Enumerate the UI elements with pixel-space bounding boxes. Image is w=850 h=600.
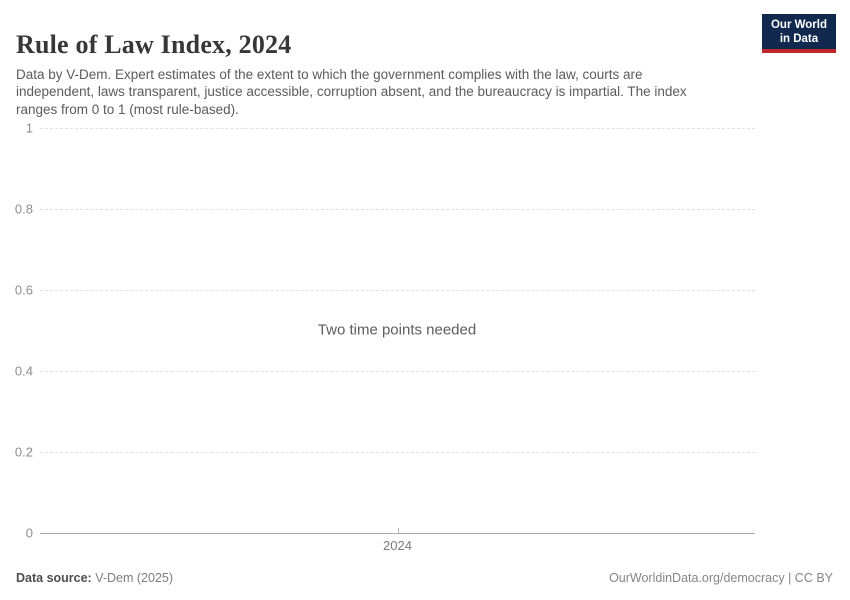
owid-logo-line2: in Data xyxy=(779,32,819,45)
x-axis-line xyxy=(40,532,755,534)
empty-state-message: Two time points needed xyxy=(317,321,477,339)
y-axis-tick-label: 1 xyxy=(25,120,33,135)
y-axis-tick-label: 0.8 xyxy=(14,201,33,216)
owid-logo-line1: Our World xyxy=(770,19,827,31)
y-gridline xyxy=(40,370,755,372)
data-source: Data source: V-Dem (2025) xyxy=(16,571,173,585)
attribution-link[interactable]: OurWorldinData.org/democracy | CC BY xyxy=(609,571,833,585)
y-axis-tick-label: 0.2 xyxy=(14,444,33,459)
x-axis-tick-mark xyxy=(397,527,399,533)
y-gridline xyxy=(40,451,755,453)
y-axis-tick-label: 0.4 xyxy=(14,363,33,378)
y-axis-tick-label: 0.6 xyxy=(14,282,33,297)
y-gridline xyxy=(40,127,755,129)
y-gridline xyxy=(40,289,755,291)
data-source-label: Data source: xyxy=(16,571,92,585)
y-gridline xyxy=(40,208,755,210)
y-axis-tick-label: 0 xyxy=(25,525,33,540)
chart-subtitle: Data by V-Dem. Expert estimates of the e… xyxy=(16,66,687,118)
x-axis-tick-label: 2024 xyxy=(383,537,412,553)
data-source-value: V-Dem (2025) xyxy=(95,571,174,585)
chart-title: Rule of Law Index, 2024 xyxy=(16,30,292,60)
owid-logo[interactable]: Our World in Data xyxy=(761,14,836,54)
